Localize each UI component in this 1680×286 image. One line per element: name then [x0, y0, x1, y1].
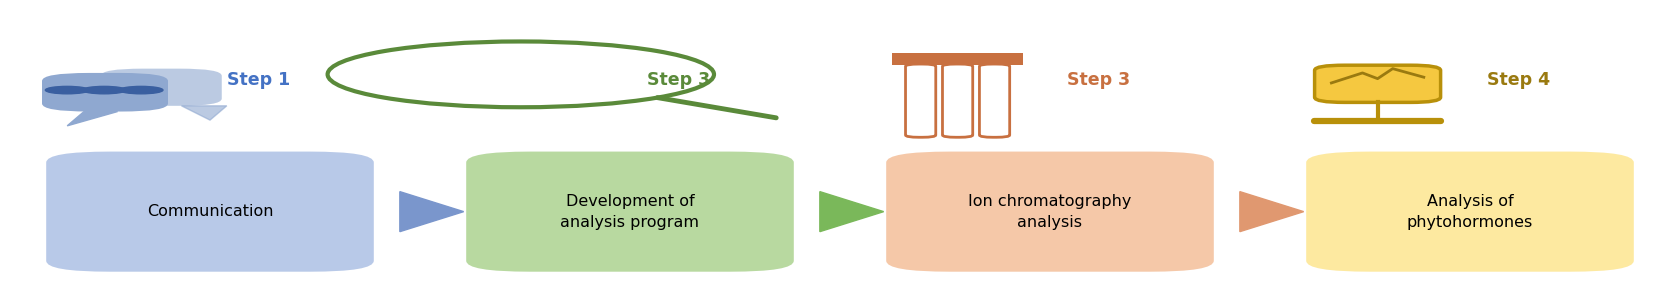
FancyBboxPatch shape: [892, 53, 949, 65]
FancyBboxPatch shape: [929, 53, 986, 65]
Text: Step 4: Step 4: [1487, 71, 1551, 89]
Text: Analysis of
phytohormones: Analysis of phytohormones: [1406, 194, 1534, 230]
FancyBboxPatch shape: [966, 53, 1023, 65]
FancyBboxPatch shape: [45, 152, 373, 272]
FancyBboxPatch shape: [1314, 65, 1440, 102]
Text: Step 3: Step 3: [1067, 71, 1131, 89]
Text: Step 1: Step 1: [227, 71, 291, 89]
Circle shape: [45, 86, 89, 94]
Circle shape: [119, 86, 163, 94]
FancyBboxPatch shape: [465, 152, 793, 272]
Text: Development of
analysis program: Development of analysis program: [561, 194, 699, 230]
Polygon shape: [67, 112, 118, 126]
FancyBboxPatch shape: [42, 73, 168, 112]
FancyBboxPatch shape: [1307, 152, 1633, 272]
Polygon shape: [400, 192, 464, 232]
Text: Step 3: Step 3: [647, 71, 711, 89]
Text: Communication: Communication: [146, 204, 274, 219]
Text: Ion chromatography
analysis: Ion chromatography analysis: [968, 194, 1132, 230]
FancyBboxPatch shape: [887, 152, 1213, 272]
Polygon shape: [1240, 192, 1304, 232]
Polygon shape: [820, 192, 884, 232]
Polygon shape: [181, 106, 227, 120]
FancyBboxPatch shape: [101, 69, 222, 106]
Circle shape: [82, 86, 126, 94]
